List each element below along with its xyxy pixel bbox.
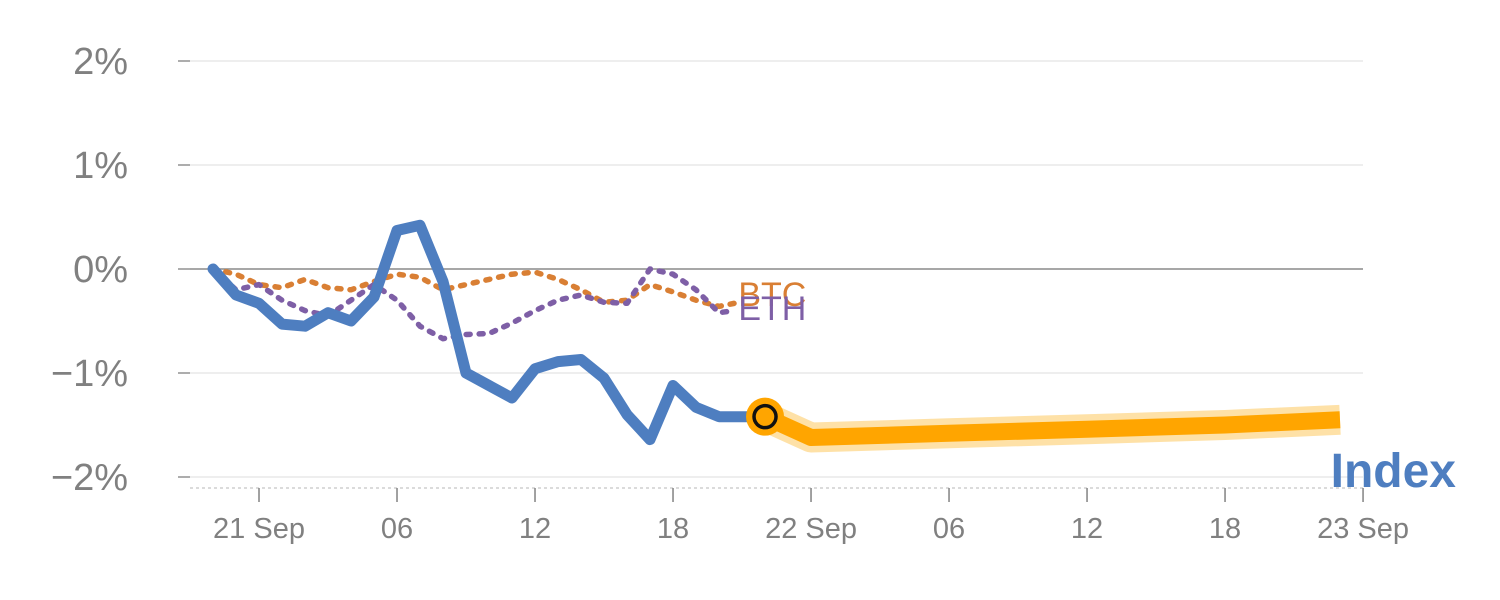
y-axis: 2% 1% 0% −1% −2% [51,41,190,499]
x-tick-label: 06 [381,513,413,545]
index-series-line [207,219,771,446]
eth-series-line [210,266,738,342]
forecast-band [761,408,1341,446]
eth-series-label: ETH [738,290,806,328]
y-tick-label: 2% [73,41,128,83]
x-tick-label: 21 Sep [213,513,305,545]
x-tick-label: 12 [1071,513,1103,545]
x-tick-label: 06 [933,513,965,545]
btc-series-line [210,266,738,310]
y-tick-label: −1% [51,353,128,395]
x-axis: 21 Sep 06 12 18 22 Sep 06 12 18 23 Sep [190,487,1409,545]
x-tick-label: 22 Sep [765,513,857,545]
y-tick-label: 0% [73,249,128,291]
y-tick-label: −2% [51,457,128,499]
x-tick-label: 18 [657,513,689,545]
x-tick-label: 18 [1209,513,1241,545]
markers [746,397,785,436]
x-tick-label: 12 [519,513,551,545]
series-lines [207,219,1341,453]
index-series-label: Index [1331,445,1457,498]
x-tick-label: 23 Sep [1317,513,1409,545]
btc-series-label: BTC [738,276,806,314]
current-point-marker [752,403,778,430]
y-tick-label: 1% [73,145,128,187]
